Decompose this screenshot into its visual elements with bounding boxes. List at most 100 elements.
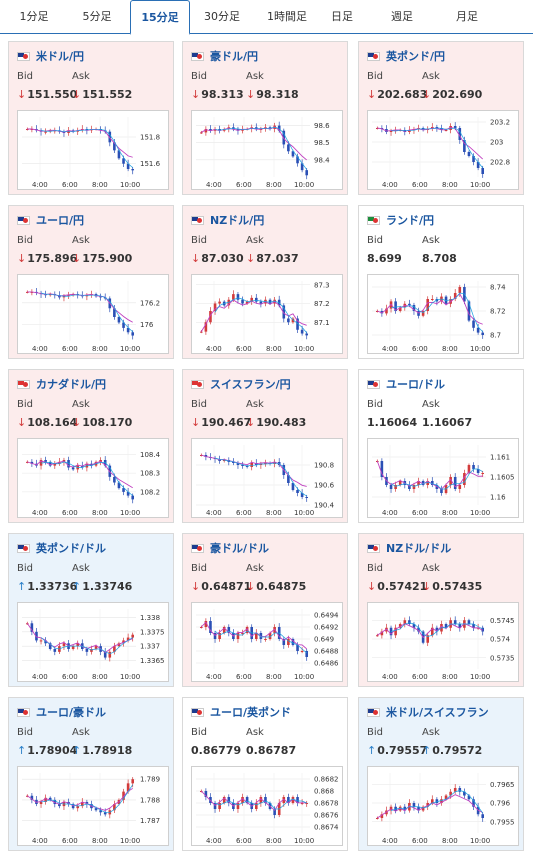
- rate-card[interactable]: ユーロ/豪ドル Bid Ask ↑1.78904 ↑1.78918 1.789 1.788 1…: [8, 697, 174, 851]
- rate-card[interactable]: 米ドル/円 Bid Ask ↓151.550 ↓151.552 151.8 151.6 4:0…: [8, 41, 174, 195]
- moving-average-line: [27, 291, 133, 323]
- bid-value: ↓0.57421: [367, 580, 427, 593]
- candle-body: [204, 791, 208, 797]
- price-chart[interactable]: 151.8 151.6 4:00 6:00 8:00 10:00: [17, 110, 169, 190]
- pair-title-link[interactable]: 英ポンド/円: [386, 50, 446, 63]
- candle-body: [108, 131, 112, 143]
- ask-label: Ask: [422, 727, 440, 738]
- pair-title-link[interactable]: ユーロ/豪ドル: [36, 706, 107, 719]
- tab-1[interactable]: 5分足: [82, 10, 112, 23]
- candle-body: [131, 495, 135, 500]
- x-tick-label: 6:00: [62, 345, 78, 353]
- rate-card[interactable]: カナダドル/円 Bid Ask ↓108.164 ↓108.170 108.4 108.3 1…: [8, 369, 174, 523]
- candle-body: [430, 627, 434, 636]
- trend-arrow-icon: ↓: [422, 580, 432, 593]
- ask-value: 0.86787: [246, 744, 296, 757]
- trend-arrow-icon: ↓: [72, 416, 82, 429]
- rate-card[interactable]: 豪ドル/円 Bid Ask ↓98.313 ↓98.318 98.6 98.5 98.4 4:0…: [182, 41, 348, 195]
- pair-title-link[interactable]: ユーロ/英ポンド: [210, 706, 292, 719]
- tab-6[interactable]: 週足: [391, 10, 413, 23]
- rate-card[interactable]: 英ポンド/円 Bid Ask ↓202.683 ↓202.690 203.2 203 202.…: [358, 41, 524, 195]
- x-tick-label: 10:00: [120, 509, 140, 517]
- pair-title-link[interactable]: NZドル/円: [210, 214, 265, 227]
- candle-body: [94, 646, 98, 649]
- candle-body: [449, 477, 452, 485]
- price-chart[interactable]: 1.338 1.3375 1.337 1.3365 4:00 6:00 8:00 10:00: [17, 602, 169, 682]
- x-tick-label: 8:00: [92, 837, 108, 845]
- bid-value: ↓202.683: [367, 88, 427, 101]
- y-tick-label: 0.7955: [490, 818, 515, 826]
- price-chart[interactable]: 1.789 1.788 1.787 4:00 6:00 8:00 10:00: [17, 766, 169, 846]
- price-chart[interactable]: 176.2 176 4:00 6:00 8:00 10:00: [17, 274, 169, 354]
- candle-body: [39, 640, 43, 642]
- trend-arrow-icon: ↓: [367, 88, 377, 101]
- rate-card[interactable]: 豪ドル/ドル Bid Ask ↓0.64871 ↓0.64875 0.6494 0.6492…: [182, 533, 348, 687]
- rate-card[interactable]: スイスフラン/円 Bid Ask ↓190.467 ↓190.483 190.8 190.6…: [182, 369, 348, 523]
- tab-4[interactable]: 1時間足: [267, 10, 307, 23]
- tab-7[interactable]: 月足: [456, 10, 478, 23]
- candle-body: [403, 620, 407, 624]
- rate-card[interactable]: NZドル/円 Bid Ask ↓87.030 ↓87.037 87.3 87.2 87.1 4:…: [182, 205, 348, 359]
- rate-card[interactable]: ランド/円 Bid Ask 8.699 8.708 8.74 8.72 8.7 4:00 6:00…: [358, 205, 524, 359]
- candle-body: [398, 624, 402, 628]
- moving-average-line-short: [214, 630, 307, 654]
- candle-body: [305, 803, 309, 804]
- price-chart[interactable]: 0.8682 0.868 0.8678 0.8676 0.8674 4:00 6:00 8:0…: [191, 766, 343, 846]
- pair-title-link[interactable]: 米ドル/スイスフラン: [386, 706, 489, 719]
- currency-flag-icon: [367, 543, 380, 553]
- price-chart[interactable]: 190.8 190.6 190.4 4:00 6:00 8:00 10:00: [191, 438, 343, 518]
- price-chart[interactable]: 0.7965 0.796 0.7955 4:00 6:00 8:00 10:00: [367, 766, 519, 846]
- pair-title-link[interactable]: ユーロ/ドル: [386, 378, 446, 391]
- candle-body: [218, 301, 221, 304]
- card-header: ユーロ/英ポンド: [191, 705, 291, 719]
- price-chart[interactable]: 108.4 108.3 108.2 4:00 6:00 8:00 10:00: [17, 438, 169, 518]
- currency-flag-icon: [367, 215, 380, 225]
- moving-average-line-short: [40, 784, 133, 813]
- candle-body: [291, 483, 295, 490]
- candle-body: [126, 783, 130, 792]
- pair-title-link[interactable]: 豪ドル/ドル: [210, 542, 270, 555]
- ask-value: ↓151.552: [72, 88, 132, 101]
- pair-title-link[interactable]: カナダドル/円: [36, 378, 107, 391]
- price-chart[interactable]: 203.2 203 202.8 4:00 6:00 8:00 10:00: [367, 110, 519, 190]
- price-chart[interactable]: 8.74 8.72 8.7 4:00 6:00 8:00 10:00: [367, 274, 519, 354]
- pair-title-link[interactable]: ランド/円: [386, 214, 435, 227]
- candlestick-chart-svg: 0.7965 0.796 0.7955 4:00 6:00 8:00 10:00: [372, 773, 515, 845]
- price-chart[interactable]: 0.5745 0.574 0.5735 4:00 6:00 8:00 10:00: [367, 602, 519, 682]
- bid-label: Bid: [367, 563, 383, 574]
- pair-title-link[interactable]: スイスフラン/円: [210, 378, 291, 391]
- candle-body: [472, 320, 475, 328]
- price-chart[interactable]: 87.3 87.2 87.1 4:00 6:00 8:00 10:00: [191, 274, 343, 354]
- rate-card[interactable]: ユーロ/円 Bid Ask ↓175.896 ↓175.900 176.2 176 4:00 6…: [8, 205, 174, 359]
- rate-card[interactable]: ユーロ/英ポンド Bid Ask 0.86779 0.86787 0.8682 0.868 0…: [182, 697, 348, 851]
- tab-2[interactable]: 15分足: [130, 0, 190, 35]
- y-tick-label: 1.338: [140, 614, 160, 622]
- rate-card[interactable]: NZドル/ドル Bid Ask ↓0.57421 ↓0.57435 0.5745 0.574…: [358, 533, 524, 687]
- rate-card[interactable]: 英ポンド/ドル Bid Ask ↑1.33736 ↑1.33746 1.338 1.3375…: [8, 533, 174, 687]
- price-chart[interactable]: 1.161 1.1605 1.16 4:00 6:00 8:00 10:00: [367, 438, 519, 518]
- pair-title-link[interactable]: 豪ドル/円: [210, 50, 259, 63]
- candle-body: [222, 627, 226, 633]
- tab-0[interactable]: 1分足: [19, 10, 49, 23]
- price-chart[interactable]: 0.6494 0.6492 0.649 0.6488 0.6486 4:00 6:00 8:0…: [191, 602, 343, 682]
- pair-title-link[interactable]: ユーロ/円: [36, 214, 85, 227]
- tab-3[interactable]: 30分足: [204, 10, 240, 23]
- bid-value: 1.16064: [367, 416, 417, 429]
- candle-body: [103, 651, 107, 658]
- rate-card[interactable]: 米ドル/スイスフラン Bid Ask ↑0.79557 ↑0.79572 0.7965 0.…: [358, 697, 524, 851]
- pair-title-link[interactable]: 米ドル/円: [36, 50, 85, 63]
- x-tick-label: 4:00: [32, 345, 48, 353]
- candle-body: [458, 485, 462, 489]
- x-tick-label: 10:00: [470, 673, 490, 681]
- tab-5[interactable]: 日足: [331, 10, 353, 23]
- pair-title-link[interactable]: NZドル/ドル: [386, 542, 452, 555]
- rate-card[interactable]: ユーロ/ドル Bid Ask 1.16064 1.16067 1.161 1.1605 1.1…: [358, 369, 524, 523]
- price-chart[interactable]: 98.6 98.5 98.4 4:00 6:00 8:00 10:00: [191, 110, 343, 190]
- candle-body: [62, 643, 66, 647]
- candle-body: [481, 627, 485, 632]
- y-tick-label: 0.6488: [314, 648, 339, 656]
- bid-value: ↓0.64871: [191, 580, 251, 593]
- pair-title-link[interactable]: 英ポンド/ドル: [36, 542, 107, 555]
- currency-flag-icon: [367, 51, 380, 61]
- y-tick-label: 1.16: [490, 494, 506, 502]
